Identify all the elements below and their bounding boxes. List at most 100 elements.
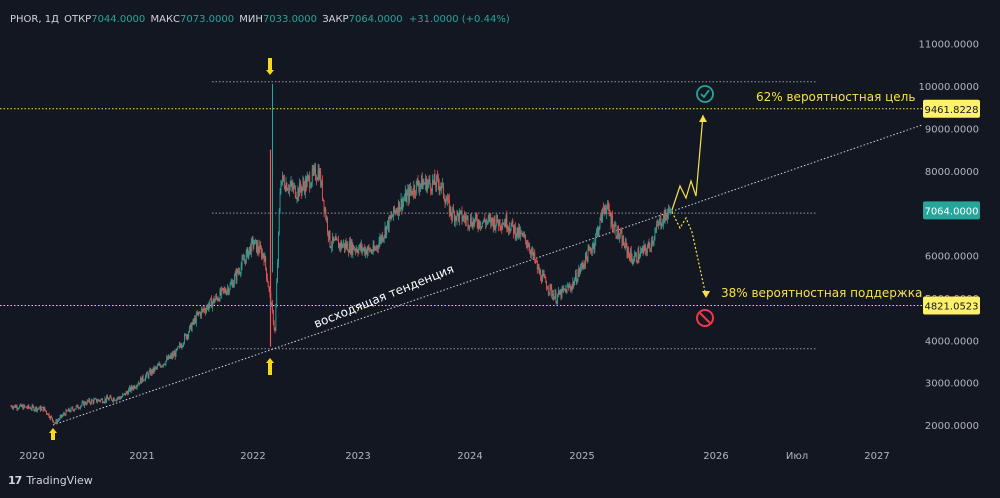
- candle-body: [640, 251, 641, 257]
- candle-body: [34, 409, 36, 411]
- candle-body: [237, 269, 239, 273]
- arrow-up-icon: [266, 358, 274, 375]
- candle-body: [80, 404, 82, 407]
- candle-body: [443, 196, 445, 201]
- candle-body: [569, 285, 571, 289]
- candle-body: [223, 289, 225, 291]
- bearish-arrowhead: [702, 291, 710, 298]
- candle-body: [549, 284, 551, 292]
- candle-body: [374, 248, 376, 251]
- candle-body: [384, 227, 386, 236]
- candle-body: [18, 408, 20, 409]
- candle-body: [84, 402, 86, 406]
- candle-body: [639, 256, 641, 259]
- candle-body: [96, 401, 98, 403]
- candle-body: [67, 411, 69, 412]
- candle-body: [19, 405, 20, 409]
- candle-body: [399, 207, 401, 212]
- candle-body: [114, 400, 116, 401]
- candle-body: [579, 268, 581, 273]
- candle-body: [189, 326, 190, 333]
- candle-body: [520, 231, 522, 233]
- candle-body: [409, 187, 410, 201]
- candle-body: [446, 201, 448, 202]
- candle-body: [371, 252, 373, 253]
- candle-body: [292, 185, 294, 190]
- scenario-paths: [671, 114, 710, 298]
- candle-body: [65, 409, 67, 416]
- candle-body: [124, 393, 126, 396]
- candle-body: [415, 180, 417, 194]
- candle-body: [13, 405, 15, 407]
- candle-body: [264, 256, 266, 262]
- small-arrow-up-icon: [49, 428, 57, 440]
- candle-body: [104, 398, 106, 402]
- candle-body: [447, 197, 449, 202]
- candle-body: [591, 247, 593, 253]
- candle-body: [218, 299, 220, 301]
- candle-body: [357, 251, 359, 254]
- candle-body: [472, 220, 474, 229]
- candle-body: [552, 293, 554, 300]
- candle-body: [592, 243, 594, 248]
- candle-body: [117, 398, 119, 399]
- candle-body: [280, 185, 282, 194]
- candle-body: [82, 401, 84, 403]
- candle-body: [511, 220, 513, 226]
- candle-body: [41, 407, 42, 411]
- y-tick-label: 4000.0000: [925, 336, 979, 347]
- candle-body: [305, 178, 307, 188]
- candle-body: [337, 239, 339, 241]
- candle-body: [375, 248, 377, 249]
- candle-body: [542, 273, 544, 275]
- candle-body: [448, 197, 449, 199]
- candle-body: [334, 239, 336, 241]
- candle-body: [184, 334, 185, 343]
- candle-body: [243, 258, 245, 261]
- candle-body: [187, 334, 189, 337]
- candle-body: [408, 189, 410, 201]
- candle-body: [603, 208, 605, 211]
- candle-body: [211, 298, 212, 308]
- candle-body: [222, 288, 223, 289]
- candle-body: [340, 242, 342, 248]
- candle-body: [423, 182, 425, 184]
- candle-body: [437, 176, 438, 178]
- candle-body: [140, 378, 142, 383]
- candle-body: [116, 398, 118, 401]
- candle-body: [110, 396, 112, 398]
- candle-body: [121, 396, 123, 398]
- candle-body: [188, 332, 190, 337]
- candle-body: [22, 405, 24, 410]
- candle-body: [644, 245, 646, 247]
- candle-body: [525, 235, 526, 241]
- candle-body: [167, 355, 169, 360]
- candle-body: [656, 224, 658, 230]
- candle-body: [346, 243, 348, 248]
- tradingview-brand[interactable]: 17 TradingView: [8, 474, 93, 487]
- candle-body: [102, 402, 104, 404]
- candle-body: [275, 306, 277, 331]
- candle-body: [613, 229, 614, 231]
- candle-body: [46, 413, 48, 415]
- candle-body: [31, 405, 33, 410]
- candle-body: [147, 374, 149, 377]
- candle-body: [41, 407, 43, 408]
- candle-body: [172, 353, 174, 358]
- candle-body: [657, 224, 659, 226]
- candle-body: [539, 270, 541, 274]
- candle-body: [349, 241, 350, 253]
- candle-body: [553, 297, 555, 300]
- candle-body: [363, 247, 365, 250]
- x-axis[interactable]: 2020 2021 2022 2023 2024 2025 2026 Июл 2027: [19, 451, 889, 462]
- candle-body: [477, 224, 479, 228]
- candle-body: [618, 236, 620, 238]
- candle-body: [93, 399, 95, 403]
- candle-body: [175, 349, 177, 357]
- candle-body: [497, 215, 498, 223]
- candle-body: [448, 198, 450, 215]
- candle-body: [101, 399, 102, 400]
- candle-body: [78, 408, 80, 409]
- candle-body: [426, 183, 428, 192]
